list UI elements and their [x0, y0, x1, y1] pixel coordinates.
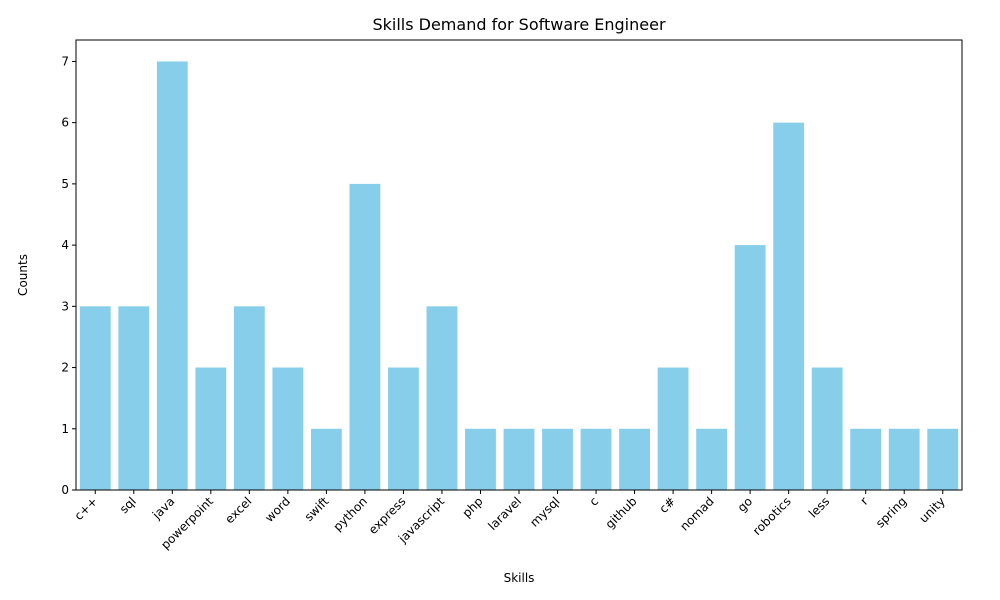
bar-go — [734, 245, 766, 490]
x-tick-label-laravel: laravel — [485, 494, 524, 533]
bar-unity — [927, 428, 959, 490]
chart-title: Skills Demand for Software Engineer — [372, 15, 666, 34]
bar-c — [580, 428, 612, 490]
bars-layer — [79, 61, 959, 491]
y-axis-title: Counts — [16, 254, 30, 296]
bar-python — [349, 183, 381, 490]
bar-spring — [888, 428, 920, 490]
x-tick-label-robotics: robotics — [750, 494, 794, 538]
x-tick-label-c++: c++ — [72, 494, 101, 523]
bar-nomad — [696, 428, 728, 490]
x-tick-label-php: php — [460, 494, 486, 520]
y-tick-label: 0 — [61, 483, 69, 497]
bar-c++ — [79, 306, 111, 490]
bar-powerpoint — [195, 367, 227, 490]
x-tick-label-mysql: mysql — [527, 494, 562, 529]
x-tick-label-c#: c# — [657, 494, 679, 516]
bar-r — [850, 428, 882, 490]
y-tick-label: 4 — [61, 238, 69, 252]
bar-mysql — [542, 428, 573, 490]
y-tick-label: 5 — [61, 177, 69, 191]
bar-javascript — [426, 306, 458, 490]
x-tick-label-nomad: nomad — [677, 494, 716, 533]
x-tick-label-excel: excel — [222, 494, 254, 526]
x-axis-title: Skills — [504, 571, 535, 585]
bar-robotics — [773, 122, 805, 491]
bar-c# — [657, 367, 689, 490]
x-tick-label-c: c — [587, 494, 602, 509]
y-tick-label: 1 — [61, 422, 69, 436]
x-tick-label-swift: swift — [302, 494, 332, 524]
y-tick-label: 2 — [61, 361, 69, 375]
bar-github — [619, 428, 650, 490]
x-tick-label-go: go — [735, 494, 755, 514]
x-tick-label-sql: sql — [117, 494, 139, 516]
bar-sql — [118, 306, 150, 490]
x-tick-label-word: word — [262, 494, 293, 525]
bar-laravel — [503, 428, 535, 490]
bar-php — [465, 428, 496, 490]
x-tick-label-java: java — [149, 494, 177, 522]
bar-swift — [310, 428, 342, 490]
bar-less — [811, 367, 843, 490]
y-tick-label: 3 — [61, 299, 69, 313]
bar-express — [388, 367, 419, 490]
x-tick-label-spring: spring — [873, 494, 909, 530]
x-tick-label-github: github — [603, 494, 640, 531]
bar-java — [156, 61, 188, 491]
bar-word — [272, 367, 304, 490]
x-tick-label-less: less — [806, 494, 832, 520]
y-tick-label: 6 — [61, 116, 69, 130]
bar-excel — [233, 306, 265, 490]
x-tick-label-r: r — [857, 494, 870, 507]
x-tick-label-unity: unity — [916, 494, 947, 525]
x-tick-label-python: python — [330, 494, 370, 534]
y-tick-label: 7 — [61, 54, 69, 68]
